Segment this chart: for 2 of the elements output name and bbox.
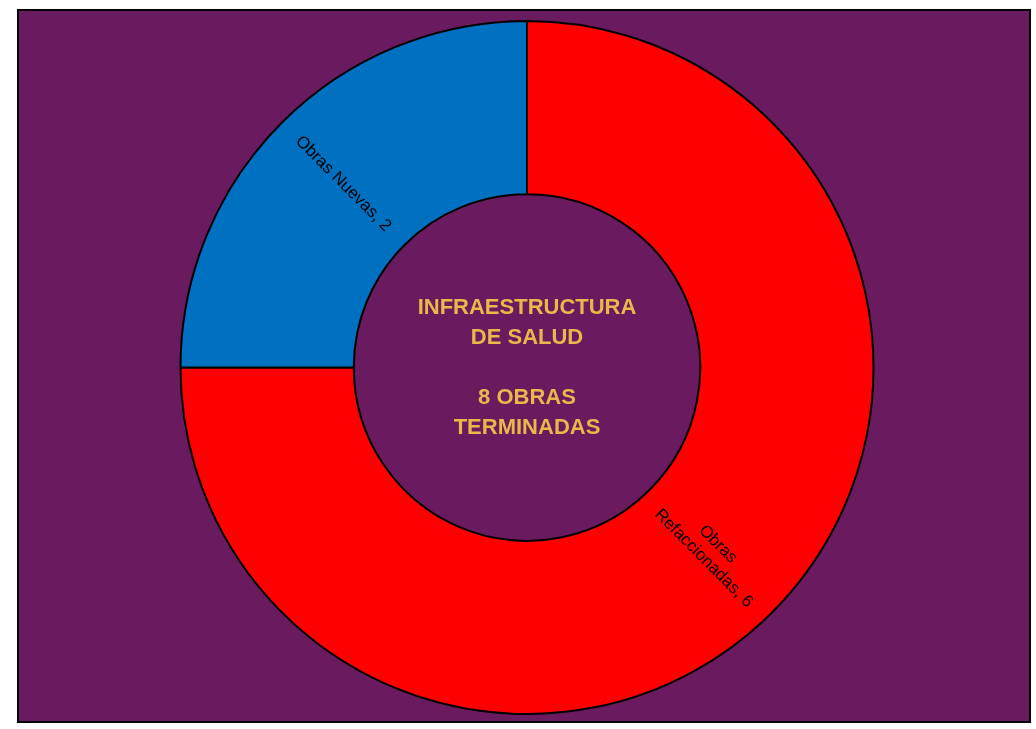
text: INFRAESTRUCTURA DE SALUD [417, 293, 637, 349]
text: 8 OBRAS TERMINADAS [453, 383, 601, 439]
